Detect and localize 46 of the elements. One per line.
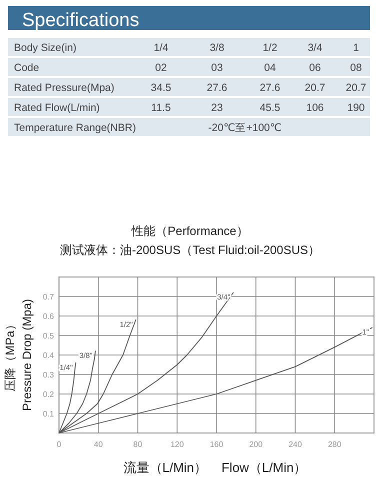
- text: -20℃至+100℃: [208, 122, 282, 134]
- x-tick-label: 280: [328, 440, 342, 449]
- y-tick-label: 0.5: [42, 332, 55, 340]
- x-tick-label: 200: [249, 440, 264, 449]
- text: 03: [211, 62, 223, 74]
- text: 1/2: [262, 42, 278, 54]
- text: 23: [211, 102, 223, 114]
- x-tick-label: 240: [288, 440, 302, 449]
- text: 20.7: [304, 82, 326, 94]
- y-tick-label: 0.2: [42, 390, 55, 399]
- text: 3/8: [210, 42, 224, 54]
- text: Temperature Range(NBR): [14, 122, 136, 134]
- text: 20.7: [346, 82, 366, 94]
- text: Body Size(in): [14, 42, 76, 54]
- text: 1: [353, 42, 360, 54]
- text: 190: [347, 102, 365, 114]
- chart-subtitle: 测试液体：油-200SUS（Test Fluid:oil-200SUS）: [60, 243, 320, 257]
- text: 02: [155, 62, 167, 74]
- text: 106: [306, 102, 324, 114]
- text: Rated Flow(L/min): [14, 102, 100, 114]
- text: Rated Pressure(Mpa): [14, 82, 114, 94]
- x-tick-label: 80: [133, 440, 143, 449]
- text: 3/4: [308, 42, 322, 54]
- text: 04: [264, 62, 276, 74]
- chart-title: 性能（Performance）: [130, 224, 248, 238]
- y-tick-label: 0.6: [42, 312, 55, 321]
- text: 08: [350, 62, 362, 74]
- text: 34.5: [150, 82, 172, 94]
- text: 11.5: [151, 102, 171, 114]
- x-axis-title: 流量（L/Min） Flow（L/Min）: [123, 460, 307, 475]
- x-tick-label: 40: [94, 440, 104, 449]
- y-tick-label: 0.7: [42, 292, 55, 302]
- text: Code: [14, 62, 40, 74]
- text: 27.6: [206, 82, 228, 94]
- text: 06: [309, 62, 321, 74]
- text: 1/4: [154, 42, 168, 54]
- y-tick-label: 0.1: [42, 410, 55, 418]
- x-tick-label: 0: [56, 440, 62, 449]
- text: 45.5: [260, 102, 280, 114]
- text: Specifications: [22, 10, 140, 31]
- x-tick-label: 120: [170, 440, 184, 449]
- y-axis-title: 压降（MPa） Pressure Drop (Mpa): [3, 298, 34, 412]
- text: 27.6: [260, 82, 280, 94]
- x-tick-label: 160: [210, 440, 224, 449]
- y-tick-label: 0.4: [42, 351, 55, 360]
- y-tick-label: 0.3: [42, 370, 55, 380]
